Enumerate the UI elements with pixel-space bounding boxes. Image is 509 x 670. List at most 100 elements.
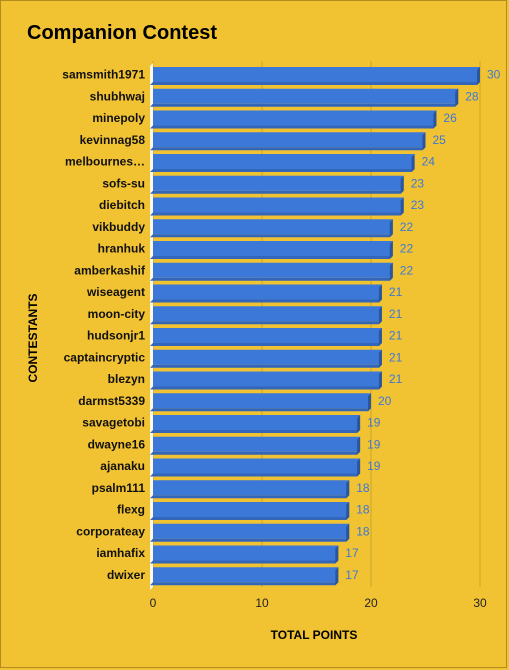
bar-side (389, 219, 393, 238)
bar-depth (150, 169, 415, 172)
bar (153, 219, 393, 235)
data-label: 21 (389, 372, 403, 386)
bar-depth (150, 147, 426, 151)
bar (153, 241, 393, 256)
bar-side (400, 197, 404, 216)
bar-side (357, 458, 361, 477)
bar-depth (150, 538, 350, 542)
data-label: 21 (389, 307, 403, 321)
bar-side (422, 132, 426, 151)
category-label: samsmith1971 (62, 68, 145, 82)
category-label: wiseagent (86, 285, 145, 299)
bar (153, 132, 426, 148)
bar-side (389, 262, 393, 281)
bar-depth (150, 234, 393, 238)
category-label: dwayne16 (88, 437, 146, 451)
data-label: 22 (400, 263, 414, 277)
bar (153, 284, 382, 300)
bar-depth (150, 82, 480, 85)
bar-side (357, 436, 361, 455)
bar-side (378, 306, 382, 325)
category-label: shubhwaj (90, 89, 145, 103)
data-label: 19 (367, 437, 381, 451)
bar-side (378, 284, 382, 303)
category-label: captaincryptic (64, 350, 146, 364)
bar (153, 88, 459, 104)
category-label: kevinnag58 (80, 133, 146, 147)
bar (153, 349, 382, 365)
data-label: 21 (389, 350, 403, 364)
data-label: 30 (487, 68, 501, 82)
bar-depth (150, 343, 382, 346)
bar (153, 67, 480, 82)
bar (153, 502, 350, 517)
data-label: 22 (400, 242, 414, 256)
bar-depth (150, 299, 382, 303)
bar-side (357, 415, 361, 433)
bar (153, 306, 382, 322)
category-label: flexg (117, 503, 145, 517)
category-label: iamhafix (96, 546, 145, 560)
bar (153, 415, 361, 430)
bar-depth (150, 430, 361, 433)
bar-depth (150, 451, 361, 455)
bar-depth (150, 364, 382, 368)
bar-side (389, 241, 393, 259)
bar (153, 567, 339, 583)
bar-side (433, 110, 437, 129)
bar-depth (150, 582, 339, 586)
bar-depth (150, 190, 404, 194)
data-label: 21 (389, 329, 403, 343)
category-label: hudsonjr1 (87, 329, 145, 343)
bar-depth (150, 517, 350, 520)
bar (153, 480, 350, 496)
bar-side (400, 175, 404, 194)
category-label: blezyn (108, 372, 145, 386)
x-tick-label: 20 (364, 596, 378, 610)
chart-title: Companion Contest (27, 22, 217, 44)
category-label: amberkashif (74, 263, 146, 277)
data-label: 24 (422, 155, 436, 169)
bar-depth (150, 560, 339, 564)
bar-side (378, 328, 382, 346)
data-label: 19 (367, 459, 381, 473)
data-label: 17 (345, 546, 359, 560)
data-label: 25 (433, 133, 447, 147)
category-label: diebitch (99, 198, 145, 212)
category-label: psalm111 (92, 481, 146, 495)
category-label: sofs-su (102, 176, 145, 190)
bar-side (346, 502, 350, 520)
x-axis-label: TOTAL POINTS (270, 628, 358, 642)
bar (153, 436, 361, 452)
bar-side (378, 371, 382, 390)
bar (153, 262, 393, 278)
bar (153, 523, 350, 539)
category-label: dwixer (107, 568, 145, 582)
bar-side (455, 88, 459, 107)
bar-depth (150, 473, 361, 477)
axis-base (150, 63, 153, 590)
bar (153, 197, 404, 213)
data-label: 18 (356, 481, 370, 495)
bar-side (335, 567, 339, 586)
bar-side (346, 480, 350, 499)
bar-depth (150, 408, 371, 412)
bar-depth (150, 212, 404, 216)
bar-depth (150, 103, 459, 107)
bar-side (335, 545, 339, 564)
category-label: hranhuk (98, 242, 146, 256)
bar-side (477, 67, 480, 85)
bar-depth (150, 386, 382, 390)
data-label: 23 (411, 176, 425, 190)
bar (153, 328, 382, 343)
bar (153, 110, 437, 126)
bar-side (368, 393, 371, 412)
data-label: 17 (345, 568, 359, 582)
bar (153, 458, 361, 474)
data-label: 28 (465, 89, 479, 103)
category-label: vikbuddy (92, 220, 145, 234)
bar-depth (150, 495, 350, 499)
data-label: 23 (411, 198, 425, 212)
